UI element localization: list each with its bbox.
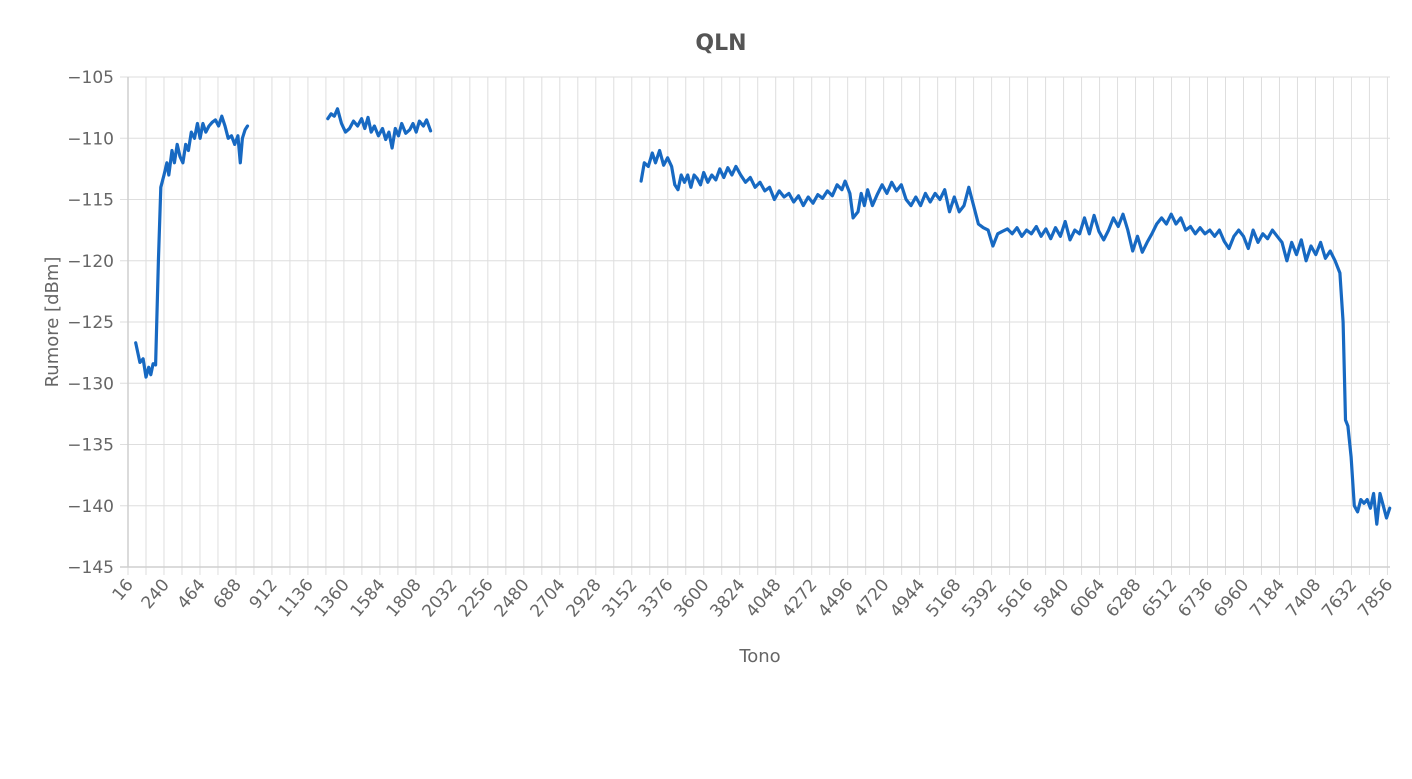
x-tick-label: 6064	[1066, 575, 1109, 621]
x-tick-label: 3376	[634, 575, 677, 621]
y-tick-label: −125	[67, 313, 114, 333]
x-tick-label: 7408	[1282, 575, 1325, 621]
x-tick-label: 5840	[1030, 575, 1073, 621]
x-tick-label: 2928	[562, 575, 605, 621]
qln-series-line	[639, 148, 1392, 526]
x-tick-label: 1584	[347, 575, 390, 621]
chart-title: QLN	[695, 31, 746, 56]
x-tick-labels: 16 240 464 688 91211361360158418082032225624…	[109, 575, 1398, 621]
x-tick-label: 2480	[491, 575, 534, 621]
y-tick-label: −115	[67, 191, 114, 211]
x-tick-label: 4048	[742, 575, 785, 621]
y-axis-label: Rumore [dBm]	[42, 257, 63, 388]
axes	[120, 77, 1390, 568]
qln-series-line	[326, 107, 433, 150]
qln-series-line	[134, 114, 250, 379]
x-tick-label: 6960	[1210, 575, 1253, 621]
y-tick-label: −120	[67, 252, 114, 272]
y-tick-label: −140	[67, 497, 114, 517]
x-tick-label: 2032	[419, 575, 462, 621]
x-tick-label: 7856	[1354, 575, 1397, 621]
x-tick-label: 6288	[1102, 575, 1145, 621]
x-tick-label: 7184	[1246, 575, 1289, 621]
x-tick-label: 6512	[1138, 575, 1181, 621]
x-tick-label: 5168	[922, 575, 965, 621]
x-tick-label: 3824	[706, 575, 749, 621]
x-tick-label: 3600	[670, 575, 713, 621]
x-tick-label: 1360	[311, 575, 354, 621]
x-tick-label: 6736	[1174, 575, 1217, 621]
y-tick-label: −110	[67, 129, 114, 149]
y-tick-label: −145	[67, 558, 114, 578]
x-tick-label: 4496	[814, 575, 857, 621]
x-tick-label: 4720	[850, 575, 893, 621]
x-tick-label: 4272	[778, 575, 821, 621]
y-tick-label: −135	[67, 436, 114, 456]
x-tick-label: 3152	[598, 575, 641, 621]
x-tick-label: 688	[210, 575, 246, 613]
y-tick-labels: −105 −110 −115 −120 −125 −130 −135 −140 −145	[67, 68, 114, 578]
y-tick-label: −130	[67, 374, 114, 394]
x-tick-label: 464	[174, 575, 210, 613]
x-tick-label: 5392	[958, 575, 1001, 621]
x-tick-label: 2256	[455, 575, 498, 621]
x-tick-label: 240	[138, 575, 174, 613]
x-tick-label: 1808	[383, 575, 426, 621]
x-tick-label: 2704	[527, 575, 570, 621]
x-tick-label: 1136	[275, 575, 318, 621]
series	[134, 107, 1392, 526]
x-tick-label: 5616	[994, 575, 1037, 621]
grid	[120, 76, 1390, 575]
x-tick-label: 16	[109, 575, 138, 604]
y-tick-label: −105	[67, 68, 114, 88]
x-tick-label: 4944	[886, 575, 929, 621]
x-axis-label: Tono	[738, 646, 780, 667]
x-tick-label: 7632	[1318, 575, 1361, 621]
